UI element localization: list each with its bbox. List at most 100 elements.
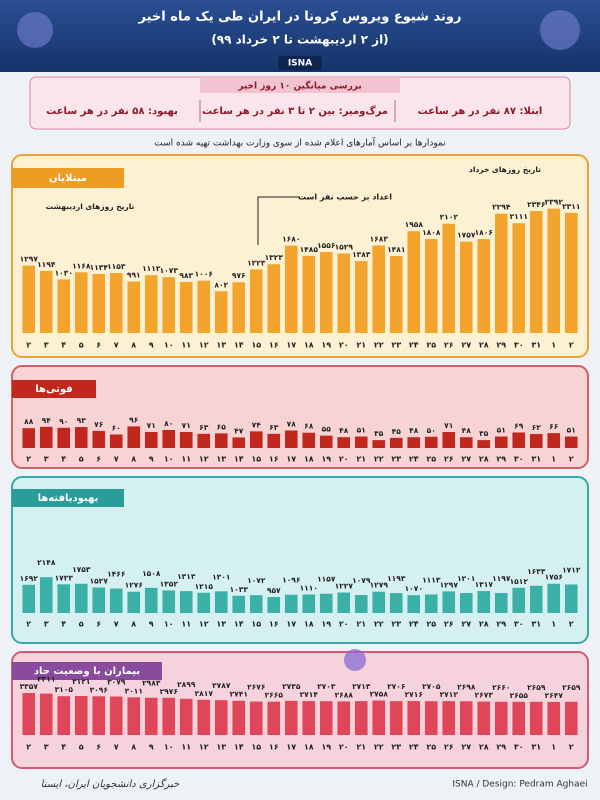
value-label: ۱۲۷۹ bbox=[370, 581, 389, 590]
value-label: ۱۶۸۳ bbox=[370, 234, 389, 243]
bar bbox=[477, 701, 491, 735]
bar bbox=[249, 701, 263, 735]
bar bbox=[302, 255, 316, 333]
x-tick-label: ۱۶ bbox=[269, 341, 279, 350]
bar bbox=[302, 432, 316, 448]
value-label: ۱۹۵۸ bbox=[405, 220, 424, 229]
value-label: ۴۸ bbox=[339, 426, 349, 435]
value-label: ۱۲۰۱ bbox=[457, 574, 475, 583]
bar bbox=[284, 594, 298, 613]
panel bbox=[11, 365, 589, 469]
value-label: ۲۸۹۹ bbox=[177, 680, 196, 689]
bar bbox=[74, 695, 88, 735]
value-label: ۶۸ bbox=[304, 422, 314, 431]
bar bbox=[127, 591, 141, 613]
bar bbox=[494, 213, 508, 333]
x-tick-label: ۳ bbox=[44, 341, 49, 350]
x-tick-label: ۶ bbox=[96, 620, 101, 629]
x-tick-label: ۱۹ bbox=[321, 743, 331, 752]
bar bbox=[442, 701, 456, 735]
x-tick-label: ۲۷ bbox=[461, 341, 471, 350]
bar bbox=[407, 595, 421, 613]
value-label: ۵۱ bbox=[357, 426, 366, 435]
value-label: ۲۹۸۳ bbox=[142, 679, 161, 688]
panel-title: بیماران با وضعیت حاد bbox=[34, 666, 140, 677]
value-label: ۶۵ bbox=[217, 422, 227, 431]
value-label: ۲۶۵۵ bbox=[510, 691, 529, 700]
bar bbox=[477, 591, 491, 613]
x-tick-label: ۲۵ bbox=[426, 743, 436, 752]
bar bbox=[179, 591, 193, 613]
x-tick-label: ۲۹ bbox=[496, 743, 506, 752]
value-label: ۱۵۲۷ bbox=[90, 577, 109, 586]
x-tick-label: ۵ bbox=[79, 743, 84, 752]
value-label: ۱۰۳۳ bbox=[230, 585, 249, 594]
bar bbox=[512, 223, 526, 333]
value-label: ۱۸۰۶ bbox=[475, 228, 493, 237]
value-label: ۷۸ bbox=[287, 419, 297, 428]
bar bbox=[319, 435, 333, 448]
x-tick-label: ۱۹ bbox=[321, 620, 331, 629]
x-tick-label: ۱۲ bbox=[199, 620, 209, 629]
value-label: ۱۰۷۳ bbox=[160, 266, 179, 275]
x-tick-label: ۳۱ bbox=[531, 620, 541, 629]
value-label: ۳۱۲۱ bbox=[72, 677, 90, 686]
value-label: ۲۶۵۹ bbox=[562, 683, 581, 692]
x-tick-label: ۲ bbox=[26, 620, 31, 629]
bar bbox=[547, 701, 561, 735]
value-label: ۲۶۷۶ bbox=[247, 683, 265, 692]
value-label: ۵۵ bbox=[322, 425, 332, 434]
value-label: ۱۱۵۳ bbox=[107, 262, 126, 271]
virus-icon bbox=[344, 649, 366, 671]
bar bbox=[372, 700, 386, 735]
value-label: ۲۷۴۱ bbox=[230, 690, 248, 699]
value-label: ۷۱ bbox=[444, 421, 453, 430]
x-tick-label: ۲۳ bbox=[391, 341, 401, 350]
bar bbox=[127, 697, 141, 735]
virus-icon bbox=[540, 10, 580, 50]
value-label: ۲۷۱۶ bbox=[405, 690, 423, 699]
x-tick-label: ۱۰ bbox=[164, 743, 174, 752]
value-label: ۱۱۹۷ bbox=[492, 574, 511, 583]
bar bbox=[109, 273, 123, 333]
bar bbox=[162, 590, 176, 613]
x-tick-label: ۲ bbox=[26, 455, 31, 464]
summary-title: بررسی میانگین ۱۰ روز اخیر bbox=[237, 80, 361, 92]
value-label: ۲۲۹۴ bbox=[492, 203, 511, 212]
bar bbox=[74, 427, 88, 448]
value-label: ۱۶۳۳ bbox=[527, 567, 546, 576]
bar bbox=[302, 701, 316, 735]
x-tick-label: ۳۰ bbox=[514, 620, 524, 629]
bar bbox=[494, 436, 508, 448]
value-label: ۳۰۹۶ bbox=[90, 685, 108, 694]
x-tick-label: ۲۴ bbox=[409, 455, 419, 464]
x-tick-label: ۸ bbox=[131, 341, 136, 350]
value-label: ۲۷۵۸ bbox=[370, 690, 389, 699]
x-tick-label: ۱۴ bbox=[234, 743, 244, 752]
bar bbox=[127, 281, 141, 333]
value-label: ۱۲۱۵ bbox=[195, 582, 214, 591]
value-label: ۲۷۰۵ bbox=[422, 682, 441, 691]
bar bbox=[144, 432, 158, 448]
value-label: ۱۲۲۷ bbox=[335, 582, 354, 591]
bar bbox=[22, 265, 36, 333]
x-tick-label: ۲۰ bbox=[339, 341, 349, 350]
footer-credit: ISNA / Design: Pedram Aghaei bbox=[452, 780, 587, 790]
bar bbox=[92, 696, 106, 735]
value-label: ۲۷۱۴ bbox=[300, 690, 319, 699]
bar bbox=[162, 277, 176, 333]
bar bbox=[267, 597, 281, 613]
bar bbox=[372, 245, 386, 333]
bar bbox=[22, 693, 36, 735]
value-label: ۴۸ bbox=[409, 426, 419, 435]
x-tick-label: ۲۱ bbox=[356, 455, 366, 464]
x-tick-label: ۱۱ bbox=[181, 455, 191, 464]
bar bbox=[22, 428, 36, 448]
bar bbox=[74, 583, 88, 613]
value-label: ۱۳۰۱ bbox=[212, 572, 230, 581]
value-label: ۱۳۵۲ bbox=[160, 579, 179, 588]
bar bbox=[512, 432, 526, 448]
virus-icon bbox=[17, 12, 53, 48]
value-label: ۱۴۸۱ bbox=[387, 245, 405, 254]
bar bbox=[564, 584, 578, 613]
